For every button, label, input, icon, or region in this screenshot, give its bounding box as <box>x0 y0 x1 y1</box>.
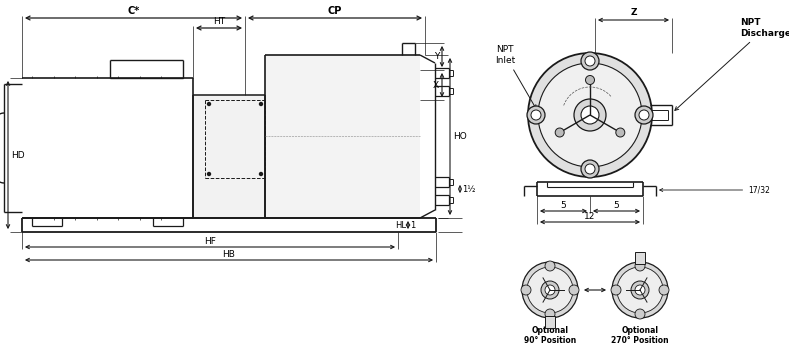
Circle shape <box>581 106 599 124</box>
Text: 12: 12 <box>585 212 596 221</box>
Circle shape <box>611 285 621 295</box>
Polygon shape <box>635 252 645 264</box>
Text: Optional
270° Position: Optional 270° Position <box>611 326 669 346</box>
Polygon shape <box>545 316 555 328</box>
Circle shape <box>635 261 645 271</box>
Text: CP: CP <box>327 6 342 16</box>
Circle shape <box>581 160 599 178</box>
Text: HF: HF <box>204 237 216 246</box>
Circle shape <box>527 106 545 124</box>
Text: 1: 1 <box>410 221 415 230</box>
Circle shape <box>569 285 579 295</box>
Text: 1½: 1½ <box>462 185 476 193</box>
Circle shape <box>635 285 645 295</box>
Text: HL: HL <box>395 221 406 230</box>
Polygon shape <box>265 55 420 218</box>
Circle shape <box>531 110 541 120</box>
Circle shape <box>615 128 625 137</box>
Text: 17/32: 17/32 <box>660 186 770 195</box>
Text: C*: C* <box>127 6 140 16</box>
Text: HT: HT <box>213 17 225 26</box>
Circle shape <box>635 106 653 124</box>
Circle shape <box>541 281 559 299</box>
Circle shape <box>581 52 599 70</box>
Circle shape <box>545 309 555 319</box>
Circle shape <box>639 110 649 120</box>
Circle shape <box>635 309 645 319</box>
Circle shape <box>260 172 263 176</box>
Circle shape <box>260 102 263 106</box>
Text: Y: Y <box>434 52 439 61</box>
Circle shape <box>612 262 668 318</box>
Circle shape <box>574 99 606 131</box>
Circle shape <box>585 164 595 174</box>
Text: 5: 5 <box>614 201 619 210</box>
Text: X: X <box>433 80 439 90</box>
Text: HD: HD <box>11 151 24 160</box>
Text: HB: HB <box>222 250 235 259</box>
Polygon shape <box>193 95 265 218</box>
Circle shape <box>631 281 649 299</box>
Circle shape <box>538 63 642 167</box>
Circle shape <box>555 128 564 137</box>
Circle shape <box>208 172 211 176</box>
Text: HO: HO <box>453 132 467 141</box>
Circle shape <box>585 56 595 66</box>
Circle shape <box>585 75 594 85</box>
Circle shape <box>528 53 652 177</box>
Circle shape <box>522 262 578 318</box>
Text: Optional
90° Position: Optional 90° Position <box>524 326 576 346</box>
Text: NPT
Discharge: NPT Discharge <box>675 18 789 110</box>
Circle shape <box>521 285 531 295</box>
Text: 5: 5 <box>561 201 567 210</box>
Circle shape <box>617 267 663 313</box>
Circle shape <box>527 267 573 313</box>
Circle shape <box>545 285 555 295</box>
Text: NPT
Inlet: NPT Inlet <box>495 45 536 109</box>
Circle shape <box>208 102 211 106</box>
Circle shape <box>659 285 669 295</box>
Circle shape <box>545 261 555 271</box>
Text: Z: Z <box>630 8 637 17</box>
